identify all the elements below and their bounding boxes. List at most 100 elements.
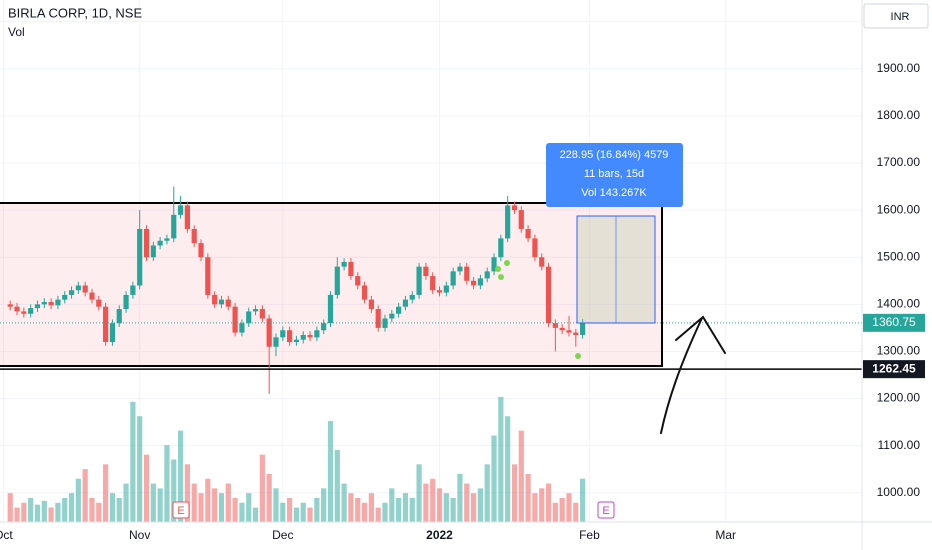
candle-body — [559, 327, 565, 331]
overlay — [0, 322, 862, 370]
x-tick-label: Oct — [0, 528, 13, 542]
volume-bar — [450, 497, 456, 522]
volume-bar — [293, 507, 300, 522]
volume-bar — [82, 469, 88, 522]
candle-body — [430, 276, 436, 291]
signal-dot — [575, 353, 581, 359]
volume-bar — [321, 488, 327, 522]
y-tick-label: 1200.00 — [877, 391, 921, 405]
candle-body — [34, 304, 41, 309]
volume-bar — [287, 497, 293, 522]
candle-body — [402, 299, 409, 307]
volume-bar — [205, 478, 211, 522]
candle-body — [416, 266, 422, 295]
volume-bar — [341, 483, 347, 522]
candle-body — [123, 294, 129, 310]
volume-bar — [402, 493, 409, 522]
volume-bar — [232, 497, 238, 522]
volume-bar — [505, 416, 511, 522]
price-label: 1262.45 — [872, 361, 916, 375]
volume-bar — [212, 488, 218, 522]
candle-body — [89, 292, 95, 300]
measure-label-box — [546, 143, 683, 207]
volume-bar — [314, 497, 320, 522]
candle-body — [511, 205, 518, 211]
volume-bar — [75, 478, 81, 522]
candle-body — [334, 266, 340, 295]
y-tick-label: 1100.00 — [878, 438, 921, 452]
candle-body — [205, 257, 211, 295]
candle-body — [321, 323, 327, 331]
signal-dot — [504, 260, 510, 266]
volume-bar — [191, 483, 197, 522]
y-tick-label: 1500.00 — [877, 249, 921, 263]
volume-bar — [307, 507, 313, 522]
candle-body — [464, 266, 470, 281]
volume-bar — [334, 449, 340, 522]
candle-body — [7, 304, 13, 307]
volume-bar — [48, 507, 54, 522]
candle-body — [130, 285, 136, 295]
volume-bar — [123, 483, 129, 522]
candle-body — [566, 330, 572, 333]
candle-body — [307, 334, 313, 338]
candle-body — [436, 290, 443, 293]
volume-bar — [164, 445, 170, 522]
volume — [7, 397, 586, 522]
candle-body — [116, 309, 122, 324]
candle-body — [341, 261, 347, 267]
y-tick-label: 1900.00 — [877, 61, 921, 75]
event-marker — [172, 501, 190, 519]
volume-bar — [184, 464, 190, 522]
price-label-box — [863, 360, 925, 379]
volume-bar — [218, 493, 225, 522]
candle-body — [580, 322, 586, 335]
candle-body — [287, 330, 293, 343]
candle-body — [21, 311, 27, 314]
candle-body — [137, 228, 143, 286]
volume-bar — [348, 493, 354, 522]
candle-body — [68, 290, 75, 295]
candle-body — [150, 245, 156, 258]
volume-bar — [246, 493, 252, 522]
candle-body — [423, 266, 429, 277]
measure-change: 228.95 (16.84%) 4579 — [560, 149, 669, 161]
candle-body — [157, 240, 163, 246]
volume-bar — [409, 497, 415, 522]
candle-body — [75, 285, 81, 291]
candle-body — [573, 332, 579, 335]
candle-body — [62, 294, 68, 300]
candle-body — [457, 266, 463, 272]
candle-body — [505, 205, 511, 239]
candle-body — [532, 238, 538, 258]
volume-bar — [300, 502, 306, 522]
y-tick-label: 1000.00 — [877, 485, 921, 499]
volume-bar — [545, 483, 552, 522]
candle-body — [293, 339, 300, 343]
volume-bar — [55, 502, 61, 522]
volume-bar — [457, 473, 463, 522]
candle-body — [368, 299, 374, 310]
volume-bar — [539, 488, 545, 522]
volume-bar — [525, 473, 531, 522]
volume-bar — [559, 497, 565, 522]
volume-bar — [430, 478, 436, 522]
candle-body — [327, 294, 334, 324]
signal-dot — [495, 266, 501, 272]
volume-bar — [225, 483, 231, 522]
candle-body — [409, 294, 415, 300]
volume-bar — [239, 502, 245, 522]
volume-bar — [68, 493, 75, 522]
volume-bar — [103, 464, 109, 522]
volume-bar — [41, 500, 47, 522]
candle-body — [525, 228, 531, 239]
candle-body — [143, 228, 150, 258]
volume-bar — [368, 493, 374, 522]
candle-body — [225, 299, 231, 307]
candle-body — [191, 228, 197, 244]
candle-body — [184, 205, 190, 229]
volume-bar — [580, 478, 586, 522]
candle-body — [450, 271, 456, 286]
y-tick-label: 1400.00 — [877, 297, 921, 311]
volume-bar — [464, 483, 470, 522]
